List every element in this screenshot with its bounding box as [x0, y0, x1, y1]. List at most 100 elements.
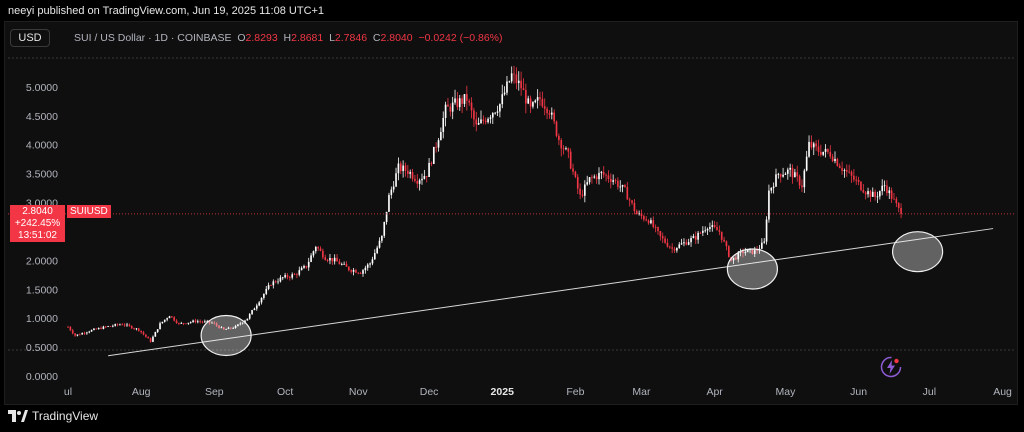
- candle-body: [491, 113, 494, 118]
- price-change-percent: +242.45%: [14, 218, 61, 229]
- candle-body: [237, 324, 239, 326]
- candle-body: [451, 102, 454, 112]
- candle-body: [782, 174, 784, 177]
- legend-close-label: C: [372, 32, 381, 44]
- candle-body: [326, 260, 329, 261]
- candle-body: [145, 334, 147, 337]
- candle-body: [588, 177, 591, 183]
- candle-body: [836, 158, 839, 166]
- candle-body: [260, 297, 263, 303]
- candle-body: [130, 325, 133, 329]
- candle-body: [352, 270, 355, 272]
- candle-body: [74, 333, 76, 336]
- candle-body: [234, 325, 237, 329]
- candle-body: [293, 274, 296, 276]
- candle-body: [633, 202, 636, 212]
- candle-body: [232, 328, 235, 329]
- candle-body: [777, 173, 780, 175]
- candle-body: [93, 328, 95, 330]
- candle-body: [706, 228, 709, 231]
- candle-body: [640, 213, 643, 217]
- candle-body: [475, 119, 478, 125]
- candle-body: [541, 98, 544, 107]
- candle-body: [395, 173, 397, 187]
- candle-body: [631, 200, 633, 203]
- candle-body: [272, 281, 275, 286]
- candle-body: [362, 270, 364, 274]
- candle-body: [123, 324, 126, 326]
- price-chart[interactable]: 0.00000.50001.00001.50002.00002.50003.00…: [0, 0, 1024, 405]
- candle-body: [468, 100, 471, 103]
- x-tick-label: Jun: [850, 386, 867, 398]
- candle-body: [574, 171, 577, 177]
- candle-body: [265, 288, 268, 294]
- legend-low-label: L: [329, 32, 335, 44]
- candle-body: [248, 314, 251, 319]
- candle-body: [114, 324, 117, 326]
- candle-body: [501, 94, 504, 105]
- candle-body: [732, 257, 735, 261]
- candle-body: [770, 187, 773, 191]
- legend-high: 2.8681: [291, 32, 324, 44]
- candle-body: [666, 242, 669, 247]
- x-tick-label: Aug: [132, 386, 151, 398]
- candle-body: [838, 165, 841, 168]
- candle-body: [366, 264, 369, 268]
- candle-body: [718, 230, 721, 232]
- legend-open-label: O: [237, 32, 246, 44]
- candle-body: [619, 186, 622, 188]
- candle-body: [683, 242, 685, 244]
- candle-body: [246, 318, 249, 321]
- candle-body: [565, 148, 567, 150]
- annotation-ellipse: [891, 231, 944, 273]
- candle-body: [388, 194, 390, 212]
- tradingview-brand[interactable]: TradingView: [8, 409, 98, 423]
- x-tick-label: ul: [64, 386, 72, 398]
- candle-body: [650, 220, 652, 224]
- x-tick-label: Aug: [993, 386, 1012, 398]
- candle-body: [593, 176, 596, 178]
- current-price-label: 2.8040 +242.45% 13:51:02: [10, 205, 65, 242]
- candle-body: [281, 277, 284, 279]
- candle-body: [407, 170, 409, 174]
- annotation-layer: [200, 231, 944, 357]
- x-tick-label: Apr: [706, 386, 723, 398]
- candle-body: [598, 172, 600, 180]
- candle-body: [761, 242, 763, 249]
- candle-body: [185, 323, 187, 325]
- candle-body: [725, 241, 728, 247]
- candle-body: [435, 146, 437, 148]
- candle-body: [218, 325, 220, 328]
- candle-body: [513, 73, 515, 75]
- candle-body: [414, 178, 416, 181]
- candle-body: [702, 230, 704, 233]
- candle-body: [182, 323, 185, 324]
- candle-body: [263, 293, 265, 298]
- y-tick-label: 0.0000: [26, 371, 58, 383]
- candle-body: [279, 277, 282, 282]
- candle-body: [876, 196, 879, 198]
- candle-body: [803, 170, 806, 188]
- candle-body: [652, 220, 655, 227]
- candle-body: [900, 207, 902, 214]
- candle-body: [480, 119, 482, 123]
- candle-body: [843, 170, 846, 171]
- publisher-caption: neeyi published on TradingView.com, Jun …: [8, 5, 325, 17]
- lightning-bolt-icon[interactable]: [880, 356, 902, 378]
- legend-symbol: SUI / US Dollar · 1D · COINBASE: [74, 32, 232, 44]
- candle-body: [605, 174, 607, 176]
- candle-body: [430, 162, 433, 164]
- candle-body: [189, 322, 192, 323]
- currency-button[interactable]: USD: [10, 29, 50, 47]
- candle-body: [432, 146, 435, 164]
- candle-body: [879, 191, 881, 197]
- candle-body: [805, 156, 808, 171]
- candle-body: [135, 328, 138, 330]
- candle-body: [586, 182, 589, 185]
- candle-body: [855, 179, 858, 181]
- legend-high-label: H: [283, 32, 292, 44]
- candle-body: [697, 232, 699, 240]
- candle-body: [635, 211, 638, 215]
- candle-body: [645, 219, 648, 221]
- candle-body: [864, 192, 867, 195]
